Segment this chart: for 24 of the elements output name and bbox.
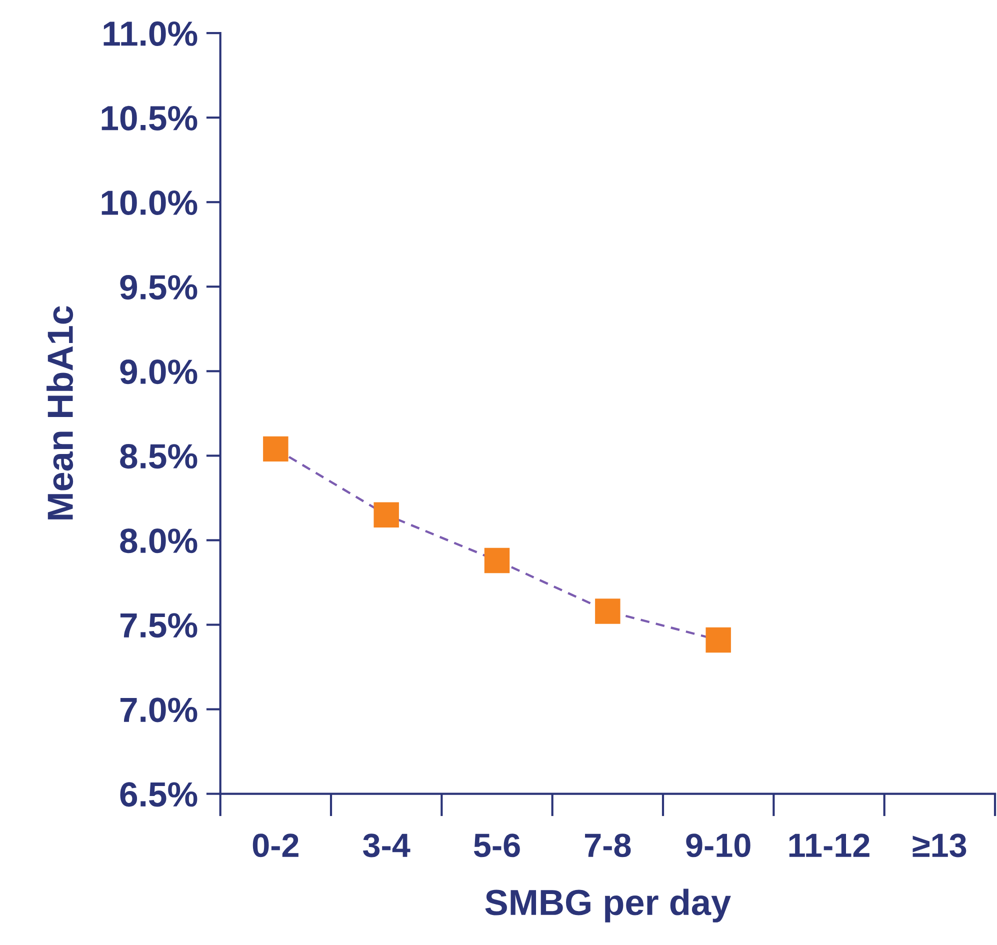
point xyxy=(263,436,288,462)
y-tick-label: 6.5% xyxy=(120,782,198,807)
point xyxy=(484,548,510,574)
y-tick-label: 8.5% xyxy=(120,444,198,469)
x-tick-label: 0-2 xyxy=(252,834,298,858)
y-tick-label: 10.5% xyxy=(102,106,198,131)
y-tick-label: 9.5% xyxy=(120,274,198,300)
x-tick-label: 3-4 xyxy=(363,834,410,858)
y-tick-label: 7.5% xyxy=(120,613,198,638)
point xyxy=(706,627,731,653)
x-axis-title: SMBG per day xyxy=(485,888,731,922)
x-tick-label: 5-6 xyxy=(474,834,520,858)
y-tick-label: 10.0% xyxy=(102,190,198,216)
y-tick-label: 9.0% xyxy=(120,360,198,384)
y-tick-label: 8.0% xyxy=(120,528,198,554)
x-tick-label: 11-12 xyxy=(789,834,870,857)
y-axis-title: Mean HbA1c xyxy=(46,306,74,520)
x-tick-label: 7-8 xyxy=(585,834,631,858)
point xyxy=(374,502,399,528)
point xyxy=(595,598,620,624)
x-tick-label: ≥13 xyxy=(912,834,966,858)
y-tick-label: 7.0% xyxy=(120,698,198,722)
x-tick-label: 9-10 xyxy=(686,834,750,858)
y-tick-label: 11.0% xyxy=(104,21,198,46)
